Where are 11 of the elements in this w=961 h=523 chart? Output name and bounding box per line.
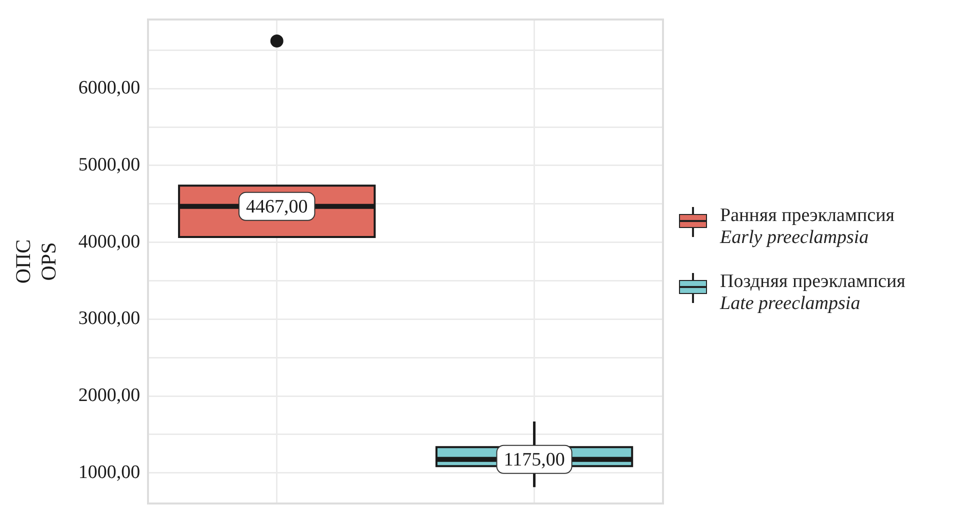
legend-label: Ранняя преэклампсия Early preeclampsia <box>720 205 894 249</box>
y-tick-label: 1000,00 <box>78 462 140 483</box>
y-axis-title: ОПС OPS <box>11 239 60 284</box>
y-tick-label: 4000,00 <box>78 231 140 252</box>
text: 1175,00 <box>504 449 565 470</box>
y-tick-label: 5000,00 <box>78 154 140 176</box>
y-tick-label: 3000,00 <box>78 308 140 330</box>
y-tick-label: 2000,00 <box>78 384 140 406</box>
text: 4467,00 <box>246 196 308 218</box>
y-tick-label: 6000,00 <box>78 78 140 99</box>
legend-label: Поздняя преэклампсия Late preeclampsia <box>720 271 906 315</box>
